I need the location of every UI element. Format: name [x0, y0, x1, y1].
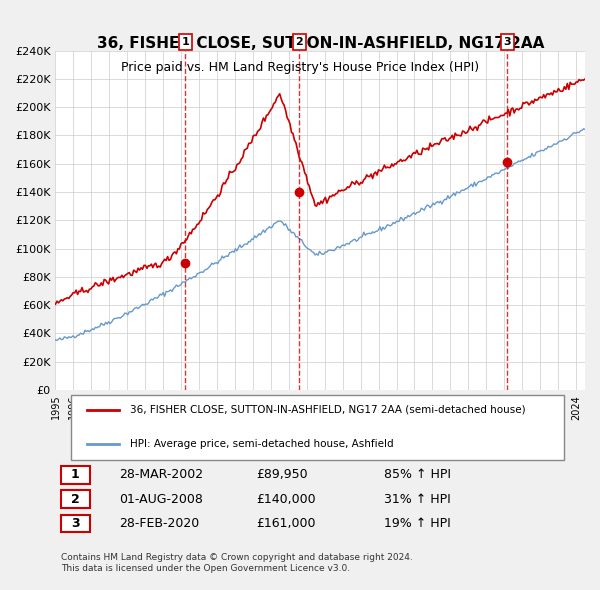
- Text: £89,950: £89,950: [257, 468, 308, 481]
- Text: 19% ↑ HPI: 19% ↑ HPI: [384, 517, 451, 530]
- Text: 85% ↑ HPI: 85% ↑ HPI: [384, 468, 451, 481]
- Text: £161,000: £161,000: [257, 517, 316, 530]
- Text: 3: 3: [71, 517, 79, 530]
- Text: Contains HM Land Registry data © Crown copyright and database right 2024.
This d: Contains HM Land Registry data © Crown c…: [61, 553, 413, 573]
- FancyBboxPatch shape: [61, 514, 90, 532]
- Text: 2: 2: [71, 493, 79, 506]
- Text: 2: 2: [295, 37, 303, 47]
- Text: HPI: Average price, semi-detached house, Ashfield: HPI: Average price, semi-detached house,…: [130, 439, 393, 449]
- FancyBboxPatch shape: [61, 490, 90, 508]
- Text: 1: 1: [181, 37, 189, 47]
- FancyBboxPatch shape: [61, 466, 90, 483]
- Text: £140,000: £140,000: [257, 493, 316, 506]
- Text: 28-MAR-2002: 28-MAR-2002: [119, 468, 203, 481]
- Text: 36, FISHER CLOSE, SUTTON-IN-ASHFIELD, NG17 2AA (semi-detached house): 36, FISHER CLOSE, SUTTON-IN-ASHFIELD, NG…: [130, 405, 525, 415]
- Text: Price paid vs. HM Land Registry's House Price Index (HPI): Price paid vs. HM Land Registry's House …: [121, 61, 479, 74]
- Text: 1: 1: [71, 468, 79, 481]
- Title: 36, FISHER CLOSE, SUTTON-IN-ASHFIELD, NG17 2AA: 36, FISHER CLOSE, SUTTON-IN-ASHFIELD, NG…: [97, 35, 544, 51]
- Text: 28-FEB-2020: 28-FEB-2020: [119, 517, 199, 530]
- Text: 31% ↑ HPI: 31% ↑ HPI: [384, 493, 451, 506]
- Text: 01-AUG-2008: 01-AUG-2008: [119, 493, 203, 506]
- FancyBboxPatch shape: [71, 395, 564, 460]
- Text: 3: 3: [503, 37, 511, 47]
